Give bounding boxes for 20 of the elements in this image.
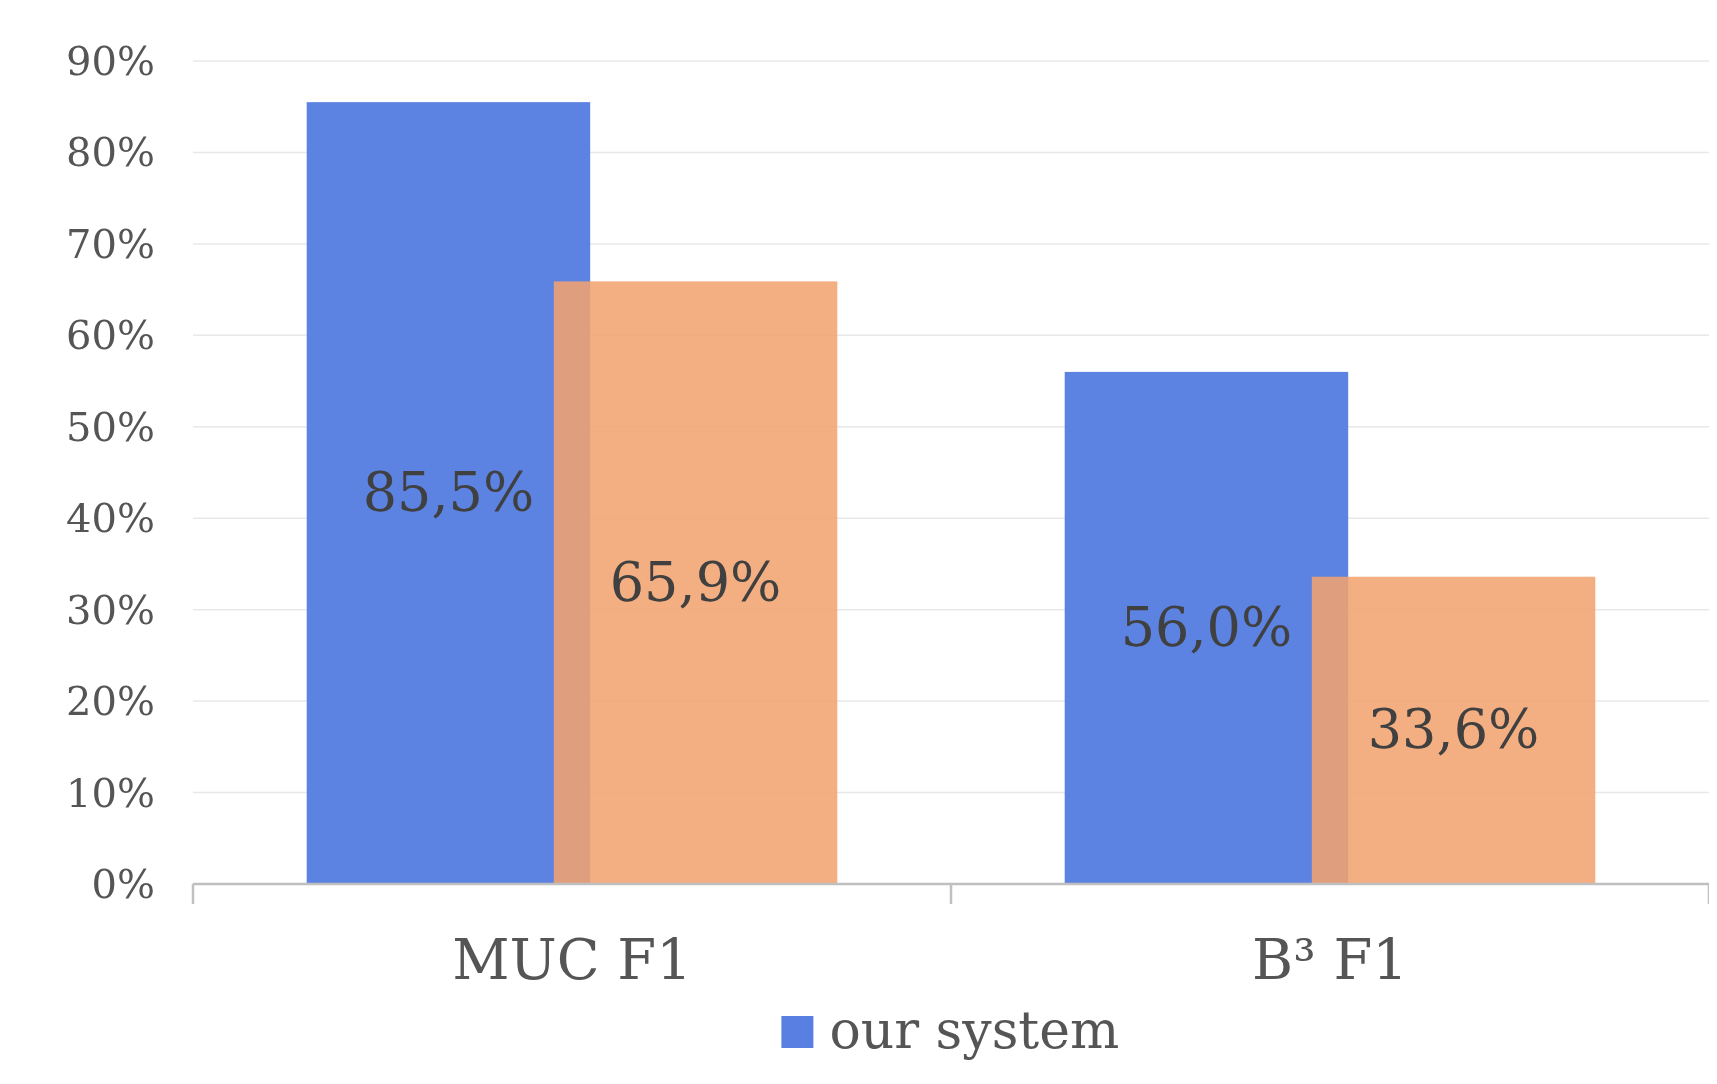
y-tick-label: 70% [66, 220, 155, 267]
y-tick-label: 30% [66, 586, 155, 633]
y-tick-label: 60% [66, 312, 155, 359]
y-tick-label: 0% [91, 861, 155, 907]
data-label: 33,6% [1367, 698, 1540, 762]
y-tick-label: 50% [66, 403, 155, 450]
bar [1311, 576, 1596, 884]
legend-label: our system [829, 1000, 1120, 1060]
y-tick-label: 90% [66, 38, 155, 84]
y-tick-label: 10% [66, 769, 155, 816]
bar [1064, 371, 1349, 884]
x-tick-label: MUC F1 [452, 927, 692, 992]
data-label: 85,5% [362, 461, 535, 525]
data-label: 56,0% [1120, 595, 1293, 659]
y-tick-label: 80% [66, 129, 155, 176]
x-tick-label: B³ F1 [1252, 927, 1408, 992]
y-tick-label: 20% [66, 678, 155, 725]
bar [553, 281, 838, 884]
y-tick-label: 40% [66, 495, 155, 542]
data-label: 65,9% [609, 550, 782, 614]
